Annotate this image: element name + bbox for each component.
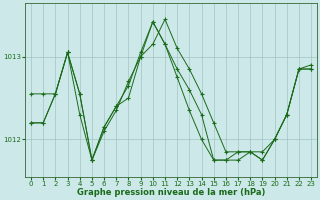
X-axis label: Graphe pression niveau de la mer (hPa): Graphe pression niveau de la mer (hPa) <box>77 188 265 197</box>
